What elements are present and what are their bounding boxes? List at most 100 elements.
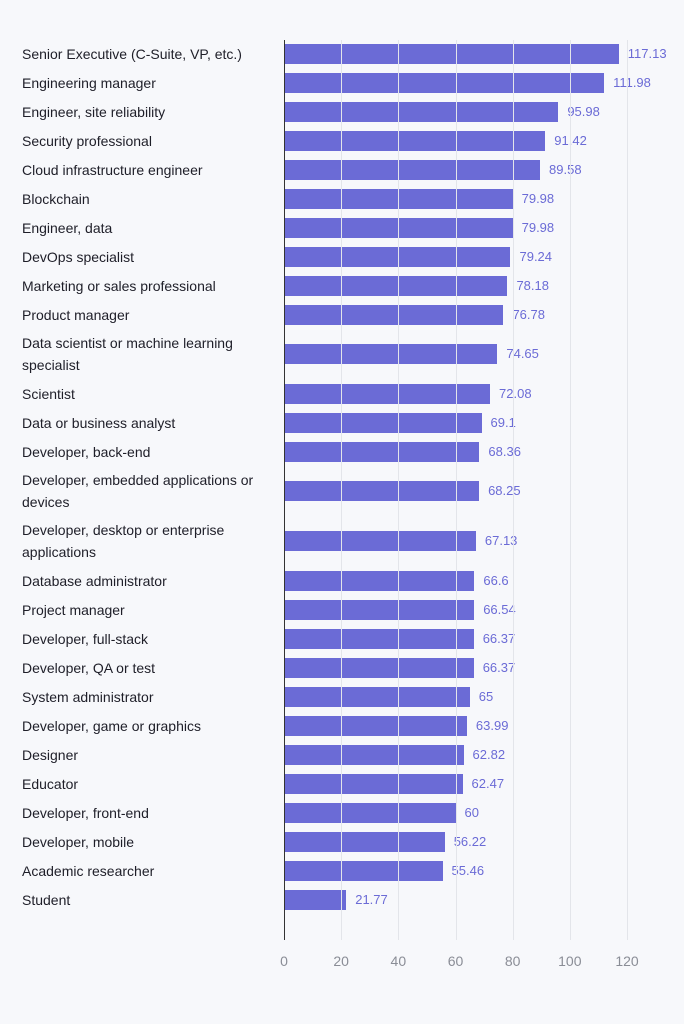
bar <box>284 802 456 823</box>
rows: Senior Executive (C-Suite, VP, etc.) 117.… <box>22 39 667 914</box>
bar <box>284 159 541 180</box>
bar-row: Designer 62.82 <box>22 740 662 769</box>
bar-area: 62.47 <box>284 773 662 794</box>
bar <box>284 481 480 501</box>
bar-area: 76.78 <box>284 304 662 325</box>
bar <box>284 246 511 267</box>
bar-area: 63.99 <box>284 715 662 736</box>
bar-row: Engineer, site reliability 95.98 <box>22 97 662 126</box>
bar-area: 74.65 <box>284 344 662 364</box>
value-label: 60 <box>464 804 479 820</box>
value-label: 65 <box>478 688 494 704</box>
bar <box>284 773 463 794</box>
bar <box>284 889 347 910</box>
bar <box>284 101 559 122</box>
value-label: 79.98 <box>521 190 555 206</box>
value-label: 68.36 <box>488 443 521 459</box>
category-label: Data scientist or machine learning speci… <box>22 335 233 373</box>
category-label: Developer, back-end <box>22 443 151 460</box>
grid-line <box>569 40 571 940</box>
bar-row: Data or business analyst 69.1 <box>22 408 662 437</box>
bar-area: 69.1 <box>284 412 662 433</box>
bar-row: Security professional 91.42 <box>22 126 662 155</box>
category-label: Product manager <box>22 306 130 323</box>
bar-area: 79.98 <box>284 188 662 209</box>
category-label: DevOps specialist <box>22 248 135 265</box>
value-label: 89.58 <box>549 161 582 177</box>
bar-row: Academic researcher 55.46 <box>22 856 662 885</box>
value-label: 62.82 <box>472 746 506 762</box>
category-label: Developer, game or graphics <box>22 717 201 734</box>
value-label: 56.22 <box>453 833 487 849</box>
value-label: 21.77 <box>355 891 388 907</box>
grid-line <box>341 40 343 940</box>
category-label: Cloud infrastructure engineer <box>22 161 203 178</box>
bar <box>284 686 470 707</box>
bar-area: 21.77 <box>284 889 662 910</box>
bar-row: Database administrator 66.6 <box>22 566 662 595</box>
bar <box>284 570 475 591</box>
bar <box>284 130 546 151</box>
category-label: Academic researcher <box>22 862 155 879</box>
bar-area: 78.18 <box>284 275 662 296</box>
bar-row: Student 21.77 <box>22 885 662 914</box>
category-label: Blockchain <box>22 190 90 207</box>
bar-area: 79.98 <box>284 217 662 238</box>
category-label: Engineer, data <box>22 219 113 236</box>
value-label: 79.98 <box>521 219 555 235</box>
y-axis-line <box>284 40 285 940</box>
category-label: Student <box>22 891 71 908</box>
bar <box>284 657 474 678</box>
grid-line <box>455 40 457 940</box>
category-label: Developer, mobile <box>22 833 135 850</box>
bar-row: Developer, front-end 60 <box>22 798 662 827</box>
value-label: 74.65 <box>506 346 539 361</box>
bar <box>284 383 491 404</box>
bar <box>284 188 513 209</box>
value-label: 62.47 <box>471 775 505 791</box>
bar-row: Cloud infrastructure engineer 89.58 <box>22 155 662 184</box>
grid-line <box>398 40 400 940</box>
bar-row: Senior Executive (C-Suite, VP, etc.) 117.… <box>22 39 667 68</box>
x-tick-label: 60 <box>447 953 464 969</box>
value-label: 63.99 <box>475 717 509 733</box>
value-label: 66.6 <box>483 572 509 588</box>
bar <box>284 344 498 364</box>
bar-row: Data scientist or machine learning speci… <box>22 329 662 379</box>
category-label: Educator <box>22 775 79 792</box>
bar <box>284 43 619 64</box>
bar-area: 66.37 <box>284 657 662 678</box>
value-label: 66.37 <box>482 659 516 675</box>
category-label: Engineer, site reliability <box>22 103 166 120</box>
bar-row: Engineer, data 79.98 <box>22 213 662 242</box>
value-label: 67.13 <box>484 533 518 548</box>
bar <box>284 412 482 433</box>
bar-area: 95.98 <box>284 101 662 122</box>
bar-row: Marketing or sales professional 78.18 <box>22 271 662 300</box>
bar-area: 91.42 <box>284 130 662 151</box>
x-tick-label: 120 <box>615 953 639 969</box>
x-tick-label: 20 <box>333 953 349 969</box>
bar <box>284 860 443 881</box>
bar <box>284 531 476 551</box>
value-label: 95.98 <box>567 103 600 119</box>
bar-area: 66.37 <box>284 628 662 649</box>
bar-row: Educator 62.47 <box>22 769 662 798</box>
x-tick-label: 40 <box>390 953 407 969</box>
bar-row: Developer, QA or test 66.37 <box>22 653 662 682</box>
x-tick-label: 100 <box>558 953 582 969</box>
value-label: 72.08 <box>499 385 532 401</box>
category-label: Engineering manager <box>22 74 156 91</box>
x-tick-label: 0 <box>280 953 288 969</box>
bar-area: 67.13 <box>284 531 662 551</box>
bar-area: 89.58 <box>284 159 662 180</box>
value-label: 69.1 <box>490 414 516 430</box>
grid-line <box>512 40 514 940</box>
bar-area: 72.08 <box>284 383 662 404</box>
x-tick-label: 80 <box>504 953 521 969</box>
bar-area: 56.22 <box>284 831 662 852</box>
bar-row: Developer, game or graphics 63.99 <box>22 711 662 740</box>
value-label: 66.54 <box>483 601 516 617</box>
bar <box>284 217 513 238</box>
